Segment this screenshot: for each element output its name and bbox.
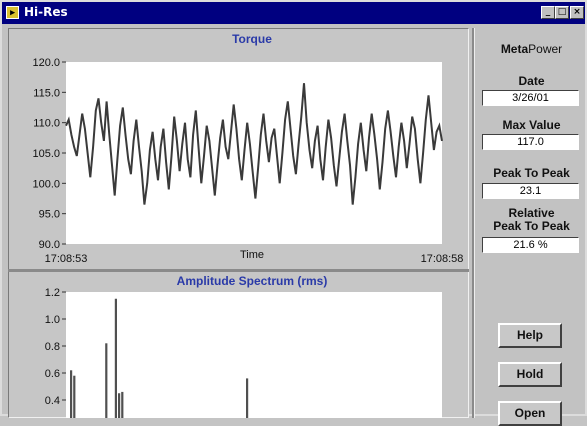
- spectrum-y-tick-label: 1.2: [45, 287, 60, 299]
- chart-splitter[interactable]: [8, 269, 469, 272]
- torque-series-line: [65, 83, 443, 205]
- max-value-label: Max Value: [502, 118, 561, 132]
- torque-y-tick-label: 95.0: [39, 209, 60, 221]
- side-panel-divider: [472, 28, 475, 418]
- brand-bold: Meta: [500, 42, 529, 56]
- relative-label: Relative: [508, 206, 555, 220]
- relative-peak-label: Peak To Peak: [493, 219, 570, 233]
- spectrum-y-tick-label: 0.6: [45, 368, 60, 380]
- spectrum-y-tick-label: 0.4: [45, 395, 60, 407]
- amplitude-spectrum-chart: Amplitude Spectrum (rms) 1.2 1.0 0.8 0.6 0.4: [45, 274, 442, 418]
- torque-x-tick-start: 17:08:53: [45, 253, 88, 265]
- spectrum-bar: [73, 375, 76, 418]
- max-value-display: 117.0: [482, 134, 579, 150]
- torque-y-tick-label: 100.0: [32, 178, 60, 190]
- spectrum-plot-bg: [66, 292, 442, 418]
- peak-to-peak-display: 23.1: [482, 183, 579, 199]
- torque-y-tick-label: 120.0: [32, 57, 60, 69]
- torque-x-axis-label: Time: [240, 249, 264, 261]
- app-icon[interactable]: ▸: [6, 6, 19, 19]
- window-title: Hi-Res: [24, 5, 68, 19]
- spectrum-bar: [118, 393, 121, 418]
- spectrum-bar: [114, 298, 117, 418]
- spectrum-y-tick-label: 1.0: [45, 314, 60, 326]
- spectrum-bar: [121, 391, 124, 418]
- torque-x-tick-end: 17:08:58: [421, 253, 464, 265]
- spectrum-bar: [246, 378, 249, 418]
- peak-to-peak-label: Peak To Peak: [493, 166, 570, 180]
- torque-chart: Torque 120.0 115.0 110.0 105.0 100.0 95.0 90.0…: [32, 32, 464, 265]
- spectrum-y-tick-label: 0.8: [45, 341, 60, 353]
- torque-plot-bg: [66, 62, 442, 244]
- spectrum-chart-title: Amplitude Spectrum (rms): [177, 274, 328, 288]
- date-value: 3/26/01: [482, 90, 579, 106]
- torque-y-tick-label: 110.0: [33, 118, 60, 130]
- torque-y-tick-label: 105.0: [32, 148, 60, 160]
- maximize-button[interactable]: □: [555, 6, 569, 19]
- spectrum-bar: [70, 370, 73, 418]
- spectrum-bar: [105, 343, 108, 418]
- torque-chart-title: Torque: [232, 32, 272, 46]
- brand-rest: Power: [528, 42, 563, 56]
- help-button[interactable]: Help: [498, 323, 562, 348]
- torque-y-tick-label: 115.0: [33, 87, 60, 99]
- minimize-button[interactable]: _: [541, 6, 555, 19]
- date-label: Date: [518, 74, 545, 88]
- title-bar[interactable]: ▸ Hi-Res _ □ ×: [2, 2, 585, 24]
- brand-logo: MetaPower: [476, 42, 587, 56]
- torque-y-tick-label: 90.0: [39, 239, 60, 251]
- relative-peak-display: 21.6 %: [482, 237, 579, 253]
- close-button[interactable]: ×: [570, 6, 584, 19]
- hold-button[interactable]: Hold: [498, 362, 562, 387]
- open-button[interactable]: Open: [498, 401, 562, 426]
